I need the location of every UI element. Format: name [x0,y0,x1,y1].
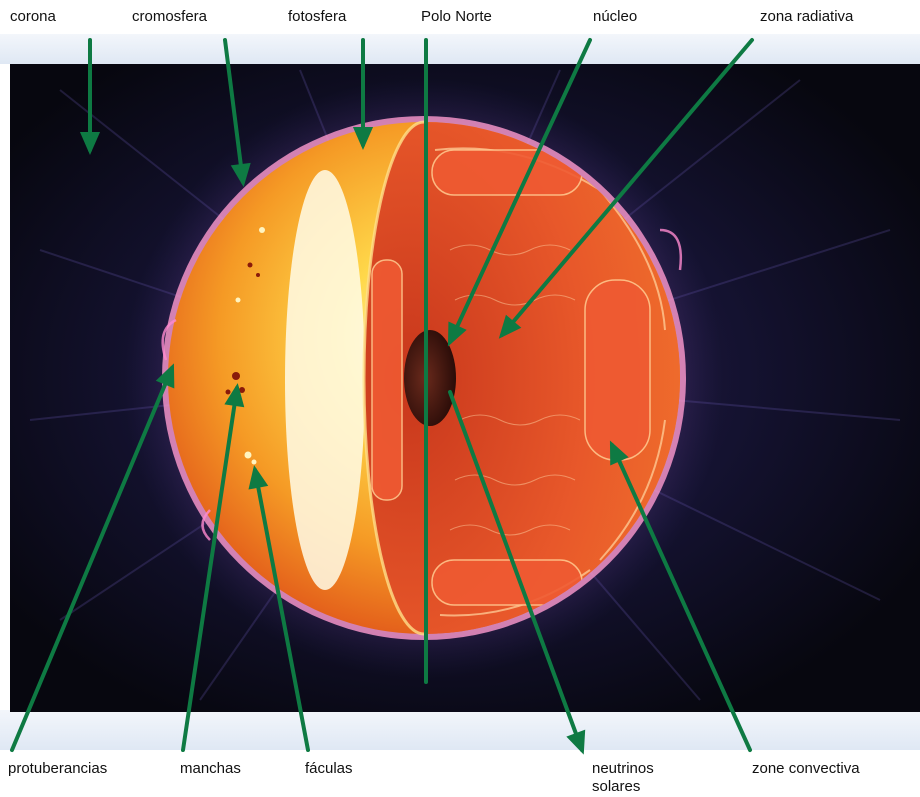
arrow-cromosfera-head [230,162,251,187]
arrow-nucleo [448,38,592,344]
arrow-protuberancias-head [155,363,175,389]
label-neutrinos-line1: neutrinos [592,760,654,777]
label-cromosfera: cromosfera [132,8,208,25]
label-manchas: manchas [180,760,241,777]
label-corona: corona [10,8,56,25]
core [404,330,456,426]
arrow-protuberancias [10,366,174,752]
label-nucleo: núcleo [593,8,638,25]
arrow-cromosfera [223,38,245,184]
arrow-manchas [181,386,239,752]
label-zona-radiativa: zona radiativa [760,8,854,25]
arrow-zona-radiativa [500,38,754,337]
arrow-nucleo-head [447,321,467,347]
faculae [235,227,265,465]
label-neutrinos-solares: neutrinos solares [592,760,654,796]
top-band [0,34,920,64]
bottom-band [0,710,920,750]
pointer-arrows [10,38,754,755]
arrow-neutrinos-head [566,729,586,755]
label-neutrinos-line2: solares [592,778,641,795]
prominences [161,228,683,541]
sunspots [225,262,260,395]
arrow-zona-radiativa-head [498,314,522,339]
arrow-faculas-head [248,465,269,490]
arrow-manchas-head [224,383,245,408]
label-polo-norte: Polo Norte [421,8,492,25]
surface-highlight [285,170,365,590]
label-faculas: fáculas [305,760,353,777]
arrow-fotosfera-head [352,127,374,150]
arrow-faculas [253,468,310,752]
label-fotosfera: fotosfera [288,8,347,25]
arrow-corona-head [79,132,101,155]
label-zone-convectiva: zone convectiva [752,760,860,777]
cut-edge [362,120,425,636]
arrow-zone-convectiva-head [609,440,629,466]
label-protuberancias: protuberancias [8,760,108,777]
arrow-zone-convectiva [610,443,752,752]
arrow-neutrinos [448,390,584,752]
